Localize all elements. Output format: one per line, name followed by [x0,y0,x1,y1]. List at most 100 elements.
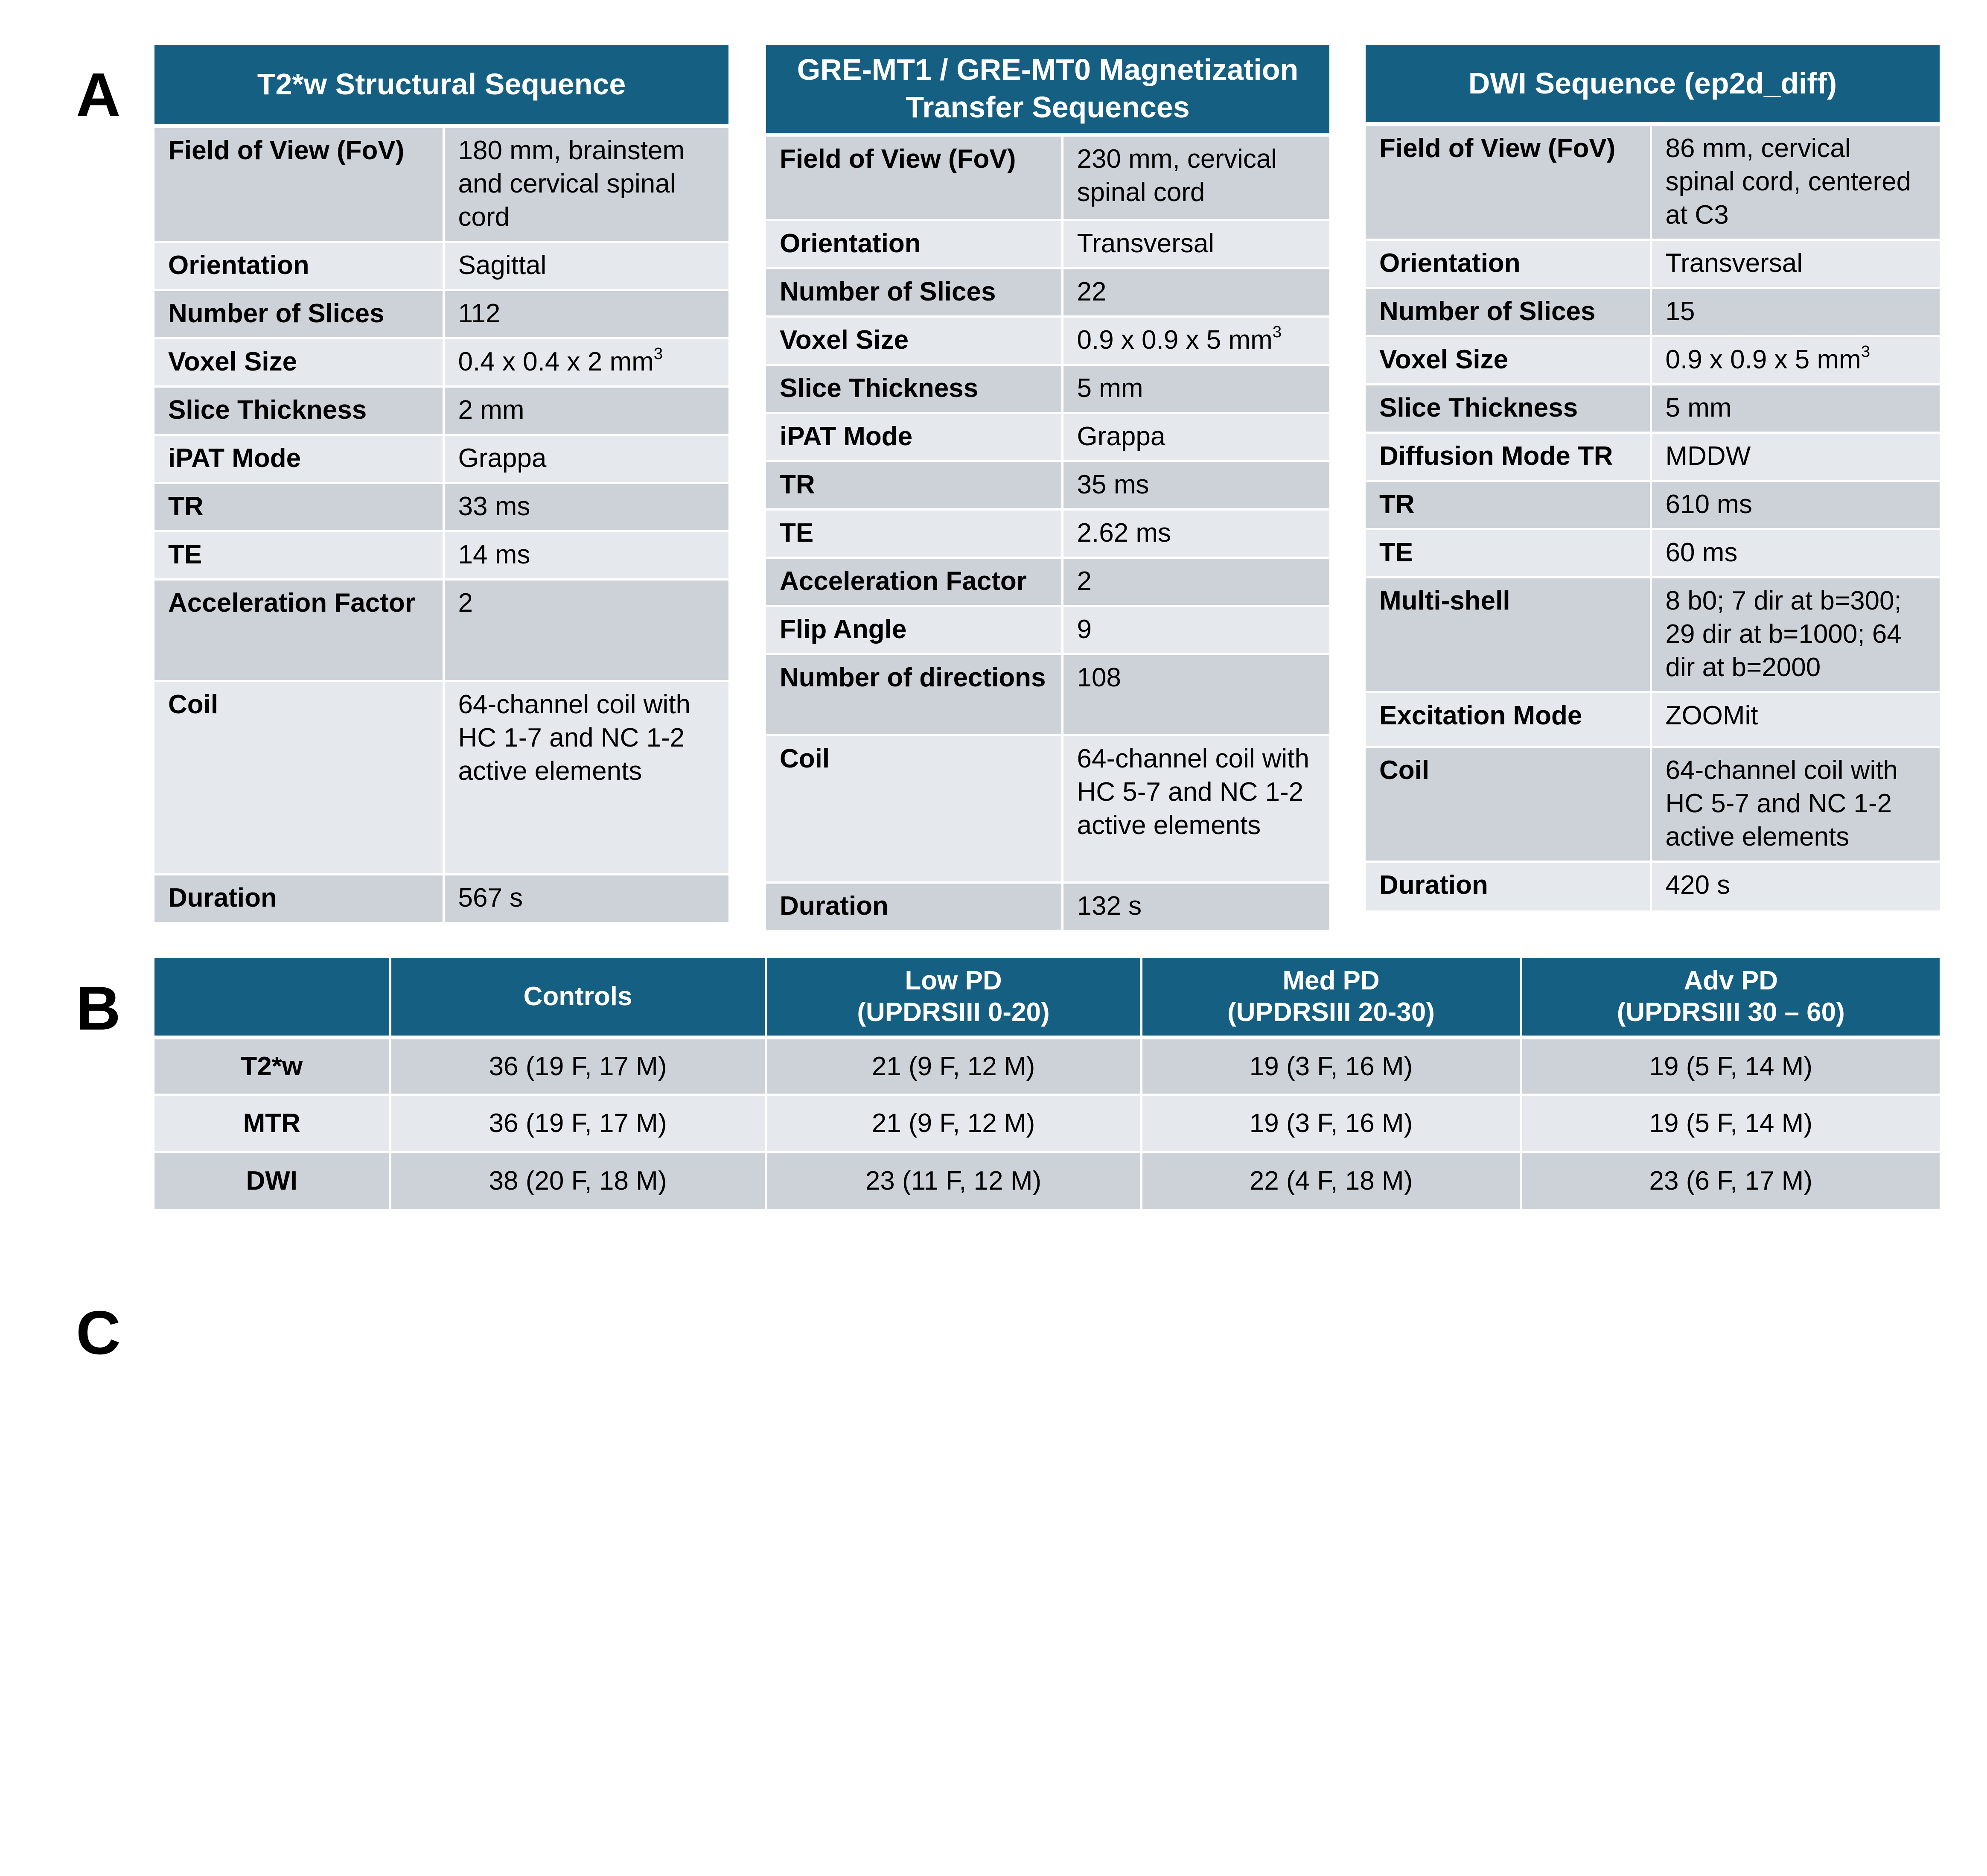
column-header-adv-pd: Adv PD (UPDRSIII 30 – 60) [1521,958,1940,1039]
table-cell: 23 (11 F, 12 M) [766,1150,1142,1209]
table-row: Duration 132 s [766,881,1329,930]
param-value: 2 [443,578,728,681]
table-row: Coil 64-channel coil with HC 1-7 and NC … [154,680,728,874]
param-label: Number of directions [766,653,1063,735]
table-row: iPAT Mode Grappa [766,411,1329,461]
param-value: 230 mm, cervical spinal cord [1062,133,1329,220]
param-value: 108 [1062,653,1329,735]
header-subline: (UPDRSIII 30 – 60) [1617,998,1845,1027]
param-value: 22 [1062,267,1329,316]
param-label: Acceleration Factor [154,578,445,681]
table-row: Orientation Transversal [1366,238,1940,288]
table-row: Coil 64-channel coil with HC 5-7 and NC … [1366,745,1940,861]
table-row: Orientation Transversal [766,219,1329,268]
param-value: 0.9 x 0.9 x 5 mm3 [1651,335,1940,384]
table-row: Slice Thickness 2 mm [154,385,728,435]
t2w-sequence-table: T2*w Structural Sequence Field of View (… [154,45,728,922]
table-row: Slice Thickness 5 mm [766,363,1329,413]
param-label: Coil [766,734,1063,882]
voxel-size-value: 0.9 x 0.9 x 5 mm [1665,344,1861,374]
param-label: iPAT Mode [154,433,445,483]
table-row: Duration 567 s [154,873,728,922]
param-label: TE [766,508,1063,557]
table-row: Excitation Mode ZOOMit [1366,691,1940,747]
exponent: 3 [1861,342,1870,361]
header-row: Controls Low PD (UPDRSIII 0-20) Med PD (… [154,958,1940,1039]
table-row: Flip Angle 9 [766,604,1329,654]
param-label: TR [1366,479,1652,529]
table-row: DWI 38 (20 F, 18 M) 23 (11 F, 12 M) 22 (… [154,1150,1940,1209]
column-header-med-pd: Med PD (UPDRSIII 20-30) [1141,958,1522,1039]
row-label: T2*w [154,1036,391,1094]
param-label: Voxel Size [1366,335,1652,384]
param-value: 112 [443,289,728,338]
gre-mt-sequence-table: GRE-MT1 / GRE-MT0 Magnetization Transfer… [766,45,1329,930]
voxel-size-value: 0.4 x 0.4 x 2 mm [458,347,654,376]
param-value: 86 mm, cervical spinal cord, centered at… [1651,123,1940,239]
panel-label-a: A [76,60,121,129]
table-row: TR 35 ms [766,460,1329,509]
param-label: TR [766,460,1063,509]
header-line: Low PD [905,966,1002,996]
table-row: Voxel Size 0.4 x 0.4 x 2 mm3 [154,337,728,386]
table-cell: 19 (3 F, 16 M) [1141,1036,1522,1094]
param-value: 2 [1062,556,1329,606]
table-row: Field of View (FoV) 86 mm, cervical spin… [1366,123,1940,239]
header-line: Controls [523,982,632,1012]
param-value: Transversal [1062,219,1329,268]
param-label: iPAT Mode [766,411,1063,461]
param-value: 132 s [1062,881,1329,930]
param-label: Slice Thickness [766,363,1063,413]
param-value: 420 s [1651,860,1940,910]
param-label: TE [1366,528,1652,577]
table-cell: 23 (6 F, 17 M) [1521,1150,1940,1209]
table-cell: 22 (4 F, 18 M) [1141,1150,1522,1209]
param-label: Field of View (FoV) [154,125,445,242]
dwi-sequence-table: DWI Sequence (ep2d_diff) Field of View (… [1366,45,1940,910]
param-label: Flip Angle [766,604,1063,654]
table-row: Multi-shell 8 b0; 7 dir at b=300; 29 dir… [1366,576,1940,692]
table-row: Number of directions 108 [766,653,1329,735]
param-value: 2 mm [443,385,728,435]
param-value: 8 b0; 7 dir at b=300; 29 dir at b=1000; … [1651,576,1940,692]
table-cell: 21 (9 F, 12 M) [766,1093,1142,1152]
param-label: Orientation [154,240,445,290]
table-row: Field of View (FoV) 180 mm, brainstem an… [154,125,728,242]
corner-header [154,958,391,1039]
table-title: T2*w Structural Sequence [154,45,728,128]
param-label: Voxel Size [154,337,445,386]
param-value: 9 [1062,604,1329,654]
param-label: Duration [154,873,445,922]
table-row: Voxel Size 0.9 x 0.9 x 5 mm3 [766,315,1329,365]
param-label: TE [154,530,445,579]
column-header-controls: Controls [390,958,767,1039]
param-label: Number of Slices [1366,286,1652,336]
param-label: Acceleration Factor [766,556,1063,606]
param-value: 15 [1651,286,1940,336]
param-label: Coil [154,680,445,874]
table-row: TE 60 ms [1366,528,1940,577]
table-row: TE 14 ms [154,530,728,579]
param-label: TR [154,481,445,531]
header-subline: (UPDRSIII 0-20) [857,998,1050,1027]
table-row: T2*w 36 (19 F, 17 M) 21 (9 F, 12 M) 19 (… [154,1036,1940,1094]
table-title: GRE-MT1 / GRE-MT0 Magnetization Transfer… [766,45,1329,137]
header-subline: (UPDRSIII 20-30) [1227,998,1435,1027]
param-value: Grappa [1062,411,1329,461]
param-label: Voxel Size [766,315,1063,365]
header-line: Adv PD [1684,966,1778,996]
table-row: Number of Slices 112 [154,289,728,338]
exponent: 3 [653,344,663,363]
table-cell: 21 (9 F, 12 M) [766,1036,1142,1094]
param-value: 33 ms [443,481,728,531]
param-value: 610 ms [1651,479,1940,529]
param-label: Coil [1366,745,1652,861]
param-value: MDDW [1651,431,1940,481]
param-value: 64-channel coil with HC 5-7 and NC 1-2 a… [1062,734,1329,882]
param-value: 2.62 ms [1062,508,1329,557]
table-row: TR 610 ms [1366,479,1940,529]
table-row: MTR 36 (19 F, 17 M) 21 (9 F, 12 M) 19 (3… [154,1093,1940,1152]
exponent: 3 [1272,322,1282,341]
row-label: DWI [154,1150,391,1209]
param-label: Field of View (FoV) [766,133,1063,220]
